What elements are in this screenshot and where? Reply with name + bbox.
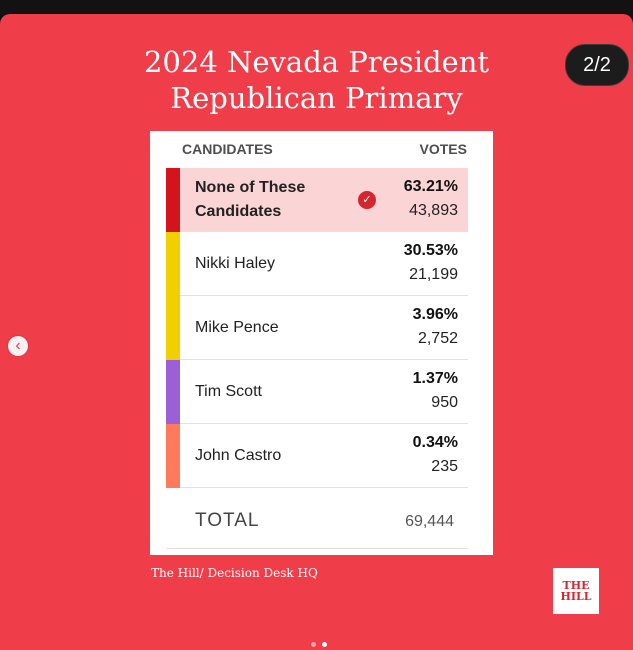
vote-percent: 0.34% xyxy=(412,434,458,451)
title-line-1: 2024 Nevada President xyxy=(143,45,490,79)
page-title: 2024 Nevada President Republican Primary xyxy=(0,44,633,116)
table-header: CANDIDATES VOTES xyxy=(182,141,467,157)
table-row: Nikki Haley 30.53% 21,199 xyxy=(166,232,468,296)
party-color-bar xyxy=(166,168,180,232)
the-hill-logo: THE HILL xyxy=(553,568,599,614)
carousel-dots xyxy=(310,634,328,650)
votes-column-header: VOTES xyxy=(419,141,467,157)
total-label: TOTAL xyxy=(195,510,260,531)
candidate-name: None of These Candidates xyxy=(195,168,330,231)
total-votes: 69,444 xyxy=(405,513,454,530)
table-row: Tim Scott 1.37% 950 xyxy=(166,360,468,424)
candidate-name: Nikki Haley xyxy=(195,254,276,272)
party-color-bar xyxy=(166,296,180,360)
carousel-dot-1[interactable] xyxy=(311,642,316,647)
logo-line-2: HILL xyxy=(560,590,592,603)
vote-count: 235 xyxy=(431,458,458,475)
candidate-name: Tim Scott xyxy=(195,382,262,400)
vote-percent: 1.37% xyxy=(412,370,458,387)
party-color-bar xyxy=(166,424,180,488)
carousel-dot-2-active[interactable] xyxy=(322,642,328,647)
vote-count: 2,752 xyxy=(417,330,458,347)
carousel-slide: 2/2 2024 Nevada President Republican Pri… xyxy=(0,14,633,650)
candidate-name-line-2: Candidates xyxy=(195,202,282,220)
chevron-left-icon: ‹ xyxy=(15,337,21,354)
title-line-2: Republican Primary xyxy=(170,81,463,115)
top-bar xyxy=(0,0,633,14)
table-row: Mike Pence 3.96% 2,752 xyxy=(166,296,468,360)
table-row-winner: None of These Candidates ✓ 63.21% 43,893 xyxy=(166,168,468,232)
vote-percent: 3.96% xyxy=(412,306,458,323)
vote-percent: 30.53% xyxy=(403,242,458,259)
logo-line-1: THE xyxy=(562,579,590,592)
total-row: TOTAL 69,444 xyxy=(166,500,468,549)
results-card: CANDIDATES VOTES None of These Candidate… xyxy=(150,131,493,555)
vote-percent: 63.21% xyxy=(403,178,458,195)
previous-slide-button[interactable]: ‹ xyxy=(8,336,28,356)
vote-count: 950 xyxy=(431,394,458,411)
party-color-bar xyxy=(166,360,180,424)
candidate-name-line-1: None of These xyxy=(195,178,306,196)
candidate-name: Mike Pence xyxy=(195,318,279,336)
vote-count: 21,199 xyxy=(409,266,458,283)
candidates-column-header: CANDIDATES xyxy=(182,141,273,157)
vote-count: 43,893 xyxy=(409,202,458,219)
table-row: John Castro 0.34% 235 xyxy=(166,424,468,488)
slide-counter: 2/2 xyxy=(565,44,629,86)
source-credit: The Hill/ Decision Desk HQ xyxy=(151,566,318,580)
candidate-name: John Castro xyxy=(195,446,282,464)
winner-check-icon: ✓ xyxy=(358,191,376,209)
party-color-bar xyxy=(166,232,180,296)
